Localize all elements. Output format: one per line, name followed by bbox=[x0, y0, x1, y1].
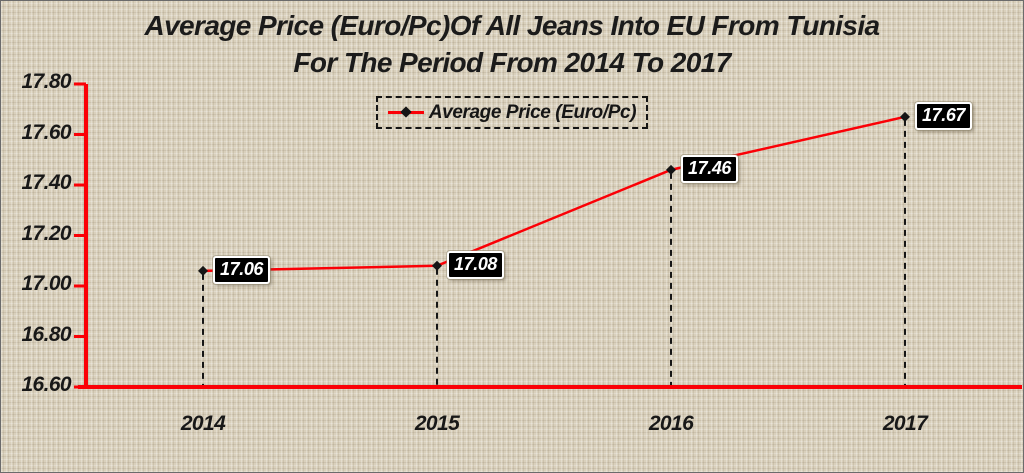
legend-line-swatch bbox=[387, 106, 424, 118]
legend: Average Price (Euro/Pc) bbox=[376, 96, 648, 129]
data-point-label: 17.08 bbox=[447, 250, 505, 279]
x-axis-category-label: 2016 bbox=[648, 412, 694, 435]
y-axis-tick-label: 17.40 bbox=[21, 171, 71, 194]
chart-title: Average Price (Euro/Pc)Of All Jeans Into… bbox=[1, 7, 1023, 81]
legend-label: Average Price (Euro/Pc) bbox=[428, 101, 637, 123]
data-point-marker bbox=[900, 111, 910, 122]
data-point-marker bbox=[432, 260, 442, 271]
y-axis-tick-label: 17.60 bbox=[21, 120, 71, 144]
legend-diamond-marker-icon bbox=[400, 106, 412, 118]
data-point-label: 17.46 bbox=[681, 154, 739, 183]
y-axis-tick-label: 16.60 bbox=[21, 373, 71, 396]
chart-title-line2: For The Period From 2014 To 2017 bbox=[293, 47, 731, 78]
y-axis-tick-label: 17.80 bbox=[21, 70, 71, 93]
y-axis-tick-label: 17.00 bbox=[21, 272, 71, 295]
y-axis-tick-label: 17.20 bbox=[21, 221, 71, 245]
chart-title-line1: Average Price (Euro/Pc)Of All Jeans Into… bbox=[144, 10, 880, 41]
x-axis-category-label: 2017 bbox=[882, 412, 928, 435]
x-axis-category-label: 2015 bbox=[414, 412, 460, 435]
data-point-marker bbox=[198, 265, 208, 276]
series-line bbox=[202, 115, 906, 273]
data-point-label: 17.06 bbox=[213, 255, 271, 284]
data-point-marker bbox=[666, 164, 676, 175]
x-axis-category-label: 2014 bbox=[180, 412, 226, 435]
data-point-label: 17.67 bbox=[915, 101, 973, 130]
y-axis-tick-label: 16.80 bbox=[21, 322, 71, 346]
